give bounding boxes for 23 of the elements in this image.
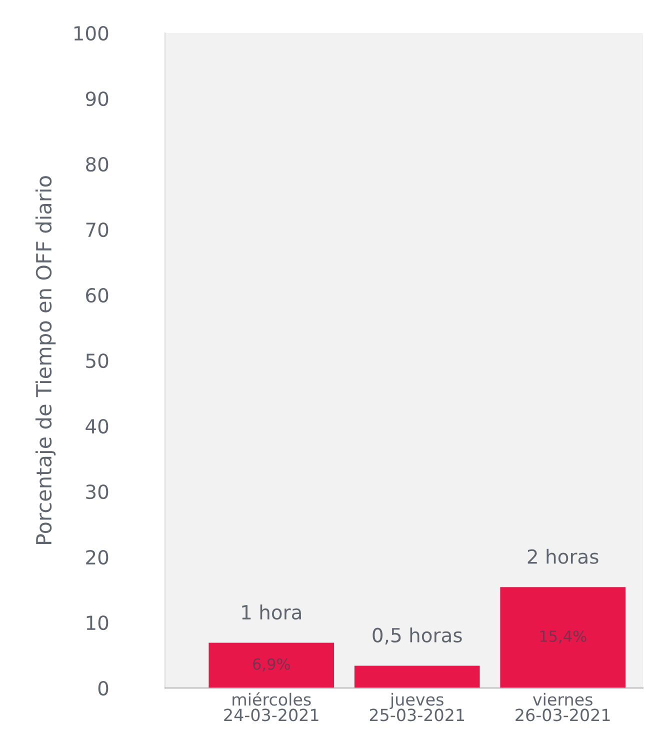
bar <box>354 666 480 688</box>
y-tick-label: 40 <box>86 418 108 434</box>
bar <box>500 587 626 688</box>
annotation: 0,5 horas <box>372 627 462 644</box>
x-tick-label: miércoles 24-03-2021 <box>224 692 318 722</box>
y-tick-label: 90 <box>86 91 108 106</box>
y-tick-label: 0 <box>98 680 108 696</box>
y-tick-label: 50 <box>86 353 108 368</box>
y-tick-label: 80 <box>86 156 108 172</box>
annotation: 2 horas <box>528 548 598 564</box>
y-tick-label: 30 <box>86 484 108 500</box>
annotation: 1 hora <box>242 604 301 620</box>
x-tick-label: viernes 26-03-2021 <box>516 692 610 722</box>
y-axis-title: Porcentaje de Tiempo en OFF diario <box>36 176 56 544</box>
bar <box>208 642 334 688</box>
y-tick-label: 20 <box>86 550 108 565</box>
x-tick-label: jueves 25-03-2021 <box>370 692 464 722</box>
data-label: 15,4% <box>540 630 586 644</box>
y-tick-label: 100 <box>74 26 108 41</box>
y-tick-label: 10 <box>86 615 108 630</box>
y-tick-label: 70 <box>86 222 108 238</box>
data-label: 6,9% <box>253 658 290 672</box>
y-tick-label: 60 <box>86 288 108 303</box>
